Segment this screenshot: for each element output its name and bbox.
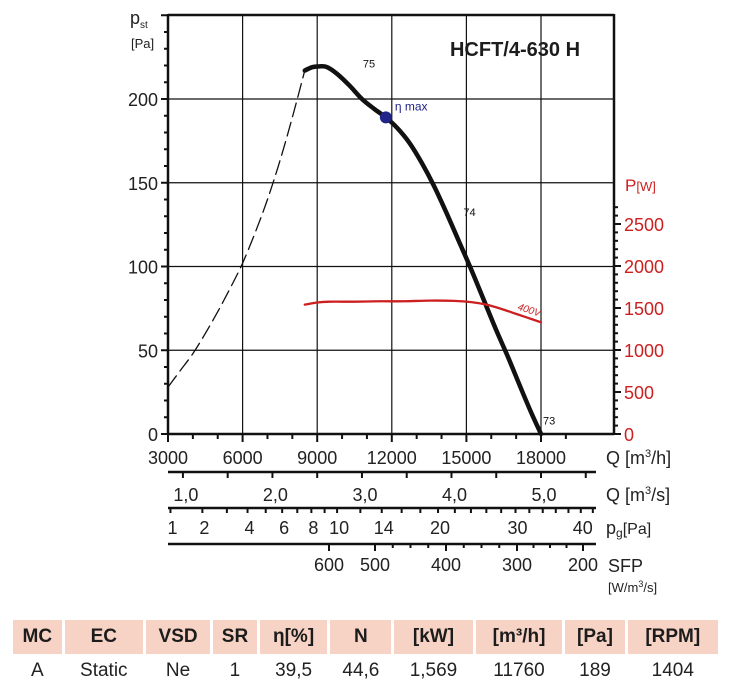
y-tick-label: 150: [128, 174, 158, 194]
pressure-curve-unstable: [167, 69, 306, 388]
x-axis-unit: Q [m3/h]: [606, 448, 671, 468]
cell-n: 44,6: [342, 660, 380, 681]
x-axis-unit-tail: /h]: [651, 448, 671, 468]
x-tick-label: 6000: [223, 448, 263, 468]
series-group: [167, 64, 544, 437]
cell-ec: Static: [80, 660, 128, 681]
pressure-curve: [302, 64, 544, 437]
header-pa: [Pa]: [565, 620, 625, 654]
sfp-tick-label: 600: [314, 555, 344, 575]
y2-axis-label: P[W]: [625, 176, 656, 195]
y-axis-label: pst: [130, 8, 148, 31]
cell-sr: 1: [229, 660, 241, 681]
pg-tick-label: 40: [573, 518, 593, 538]
header-rpm: [RPM]: [627, 620, 718, 654]
y-tick-label: 100: [128, 258, 158, 278]
y-axis-label-sub: st: [140, 20, 148, 31]
chart-title: HCFT/4-630 H: [450, 39, 580, 61]
y2-tick-label: 2500: [624, 215, 664, 235]
pg-tick-label: 6: [279, 518, 289, 538]
x-tick-label: 3000: [148, 448, 188, 468]
header-ec: EC: [64, 620, 143, 654]
pressure-axis: 0 50 100 150 200 pst [Pa]: [128, 8, 168, 445]
header-efficiency: η[%]: [259, 620, 328, 654]
grid-lines: [168, 15, 614, 434]
efficiency-label-75: 75: [363, 58, 375, 70]
sfp-axis-unit: [W/m3/s]: [608, 579, 657, 595]
header-flow: [m³/h]: [475, 620, 563, 654]
y2-tick-label: 2000: [624, 257, 664, 277]
sfp-unit-sup: 3: [638, 579, 643, 589]
pg-label-tail: [Pa]: [623, 521, 651, 538]
fan-data-table: MC EC VSD SR η[%] N [kW] [m³/h] [Pa] [RP…: [10, 620, 721, 688]
pg-tick-label: 20: [430, 518, 450, 538]
x-tick-label: 12000: [367, 448, 417, 468]
y2-tick-label: 1000: [624, 341, 664, 361]
pg-tick-label: 1: [167, 518, 177, 538]
q-m3s-label-tail: /s]: [651, 485, 670, 505]
header-n: N: [330, 620, 392, 654]
table-row: A Static Ne 1 39,5 44,6 1,569 11760 189 …: [13, 654, 718, 688]
efficiency-label-74: 74: [463, 207, 475, 219]
efficiency-label-73: 73: [543, 416, 555, 428]
q-m3s-tick-label: 1,0: [173, 485, 198, 505]
cell-kw: 1,569: [409, 660, 458, 681]
pg-tick-label: 10: [329, 518, 349, 538]
sfp-tick-label: 200: [568, 555, 598, 575]
power-curve-400v: [303, 299, 543, 324]
cell-mc: A: [30, 660, 44, 681]
pg-tick-label: 4: [245, 518, 255, 538]
cell-flow: 11760: [493, 660, 545, 681]
x-tick-label: 15000: [441, 448, 491, 468]
eta-max-label: η max: [395, 99, 428, 113]
q-m3s-tick-label: 3,0: [352, 485, 377, 505]
y2-axis-unit: [W]: [636, 179, 656, 194]
sfp-unit-tail: /s]: [643, 580, 657, 595]
sfp-tick-label: 400: [431, 555, 461, 575]
header-vsd: VSD: [145, 620, 211, 654]
y2-tick-label: 1500: [624, 299, 664, 319]
sfp-axis-label: SFP: [608, 556, 643, 576]
y-tick-label: 0: [148, 425, 158, 445]
pg-tick-label: 8: [308, 518, 318, 538]
y-axis-unit: [Pa]: [131, 36, 154, 51]
table-header-row: MC EC VSD SR η[%] N [kW] [m³/h] [Pa] [RP…: [13, 620, 718, 654]
q-m3s-tick-label: 4,0: [442, 485, 467, 505]
cell-pa: 189: [579, 660, 611, 681]
plot-frame: [166, 13, 616, 436]
pg-tick-label: 2: [199, 518, 209, 538]
x-tick-label: 18000: [516, 448, 566, 468]
q-m3s-tick-label: 2,0: [263, 485, 288, 505]
y2-tick-label: 500: [624, 383, 654, 403]
x-axis-unit-sup: 3: [645, 448, 651, 460]
power-axis: 0 500 1000 1500 2000 2500 P[W]: [614, 176, 664, 445]
q-m3s-tick-label: 5,0: [531, 485, 556, 505]
header-mc: MC: [13, 620, 62, 654]
pg-tick-label: 30: [507, 518, 527, 538]
eta-max-marker: [379, 111, 392, 124]
bottom-axes: 3000 6000 9000 12000 15000 18000 Q [m3/h] 1,0 2,…: [148, 434, 671, 595]
q-m3s-label-sup: 3: [645, 485, 651, 497]
sfp-tick-label: 300: [502, 555, 532, 575]
sfp-tick-label: 500: [360, 555, 390, 575]
q-m3s-axis-label: Q [m3/s]: [606, 485, 670, 505]
pg-label-sub: g: [616, 526, 623, 540]
header-kw: [kW]: [394, 620, 473, 654]
y2-tick-label: 0: [624, 425, 634, 445]
x-tick-label: 9000: [297, 448, 337, 468]
cell-efficiency: 39,5: [275, 660, 313, 681]
header-sr: SR: [213, 620, 257, 654]
y-tick-label: 200: [128, 90, 158, 110]
pg-axis-label: pg[Pa]: [606, 518, 651, 540]
y-tick-label: 50: [138, 341, 158, 361]
cell-rpm: 1404: [651, 660, 694, 681]
cell-vsd: Ne: [165, 660, 191, 681]
pg-tick-label: 14: [374, 518, 394, 538]
